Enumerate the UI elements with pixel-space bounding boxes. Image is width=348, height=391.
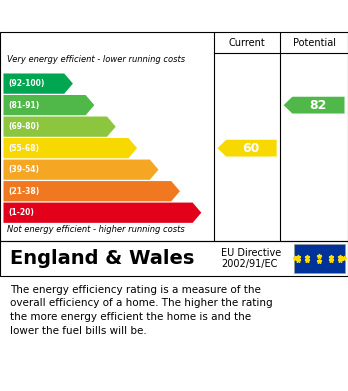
Text: The energy efficiency rating is a measure of the
overall efficiency of a home. T: The energy efficiency rating is a measur…: [10, 285, 273, 336]
Text: Not energy efficient - higher running costs: Not energy efficient - higher running co…: [7, 224, 185, 233]
Polygon shape: [3, 181, 180, 201]
Text: EU Directive
2002/91/EC: EU Directive 2002/91/EC: [221, 248, 281, 269]
Text: (81-91): (81-91): [9, 100, 40, 109]
Text: (55-68): (55-68): [9, 143, 40, 152]
Text: Energy Efficiency Rating: Energy Efficiency Rating: [10, 9, 232, 23]
Text: A: A: [74, 77, 84, 90]
Polygon shape: [3, 74, 73, 94]
Text: E: E: [160, 163, 169, 176]
Text: England & Wales: England & Wales: [10, 249, 195, 268]
Text: 60: 60: [243, 142, 260, 155]
Polygon shape: [284, 97, 345, 113]
Text: C: C: [118, 120, 127, 133]
Text: (69-80): (69-80): [9, 122, 40, 131]
Text: Potential: Potential: [293, 38, 335, 48]
Bar: [294, 244, 345, 273]
Text: (39-54): (39-54): [9, 165, 40, 174]
Text: (92-100): (92-100): [9, 79, 45, 88]
Text: Very energy efficient - lower running costs: Very energy efficient - lower running co…: [7, 55, 185, 64]
Text: (1-20): (1-20): [9, 208, 34, 217]
Text: 82: 82: [310, 99, 327, 111]
Polygon shape: [3, 95, 94, 115]
Polygon shape: [3, 117, 116, 137]
Polygon shape: [3, 203, 201, 223]
Text: F: F: [182, 185, 190, 198]
Text: D: D: [139, 142, 149, 155]
Polygon shape: [3, 138, 137, 158]
Polygon shape: [3, 160, 159, 180]
Polygon shape: [218, 140, 277, 156]
Text: Current: Current: [229, 38, 266, 48]
Text: G: G: [203, 206, 213, 219]
Text: (21-38): (21-38): [9, 187, 40, 196]
Text: B: B: [96, 99, 105, 111]
